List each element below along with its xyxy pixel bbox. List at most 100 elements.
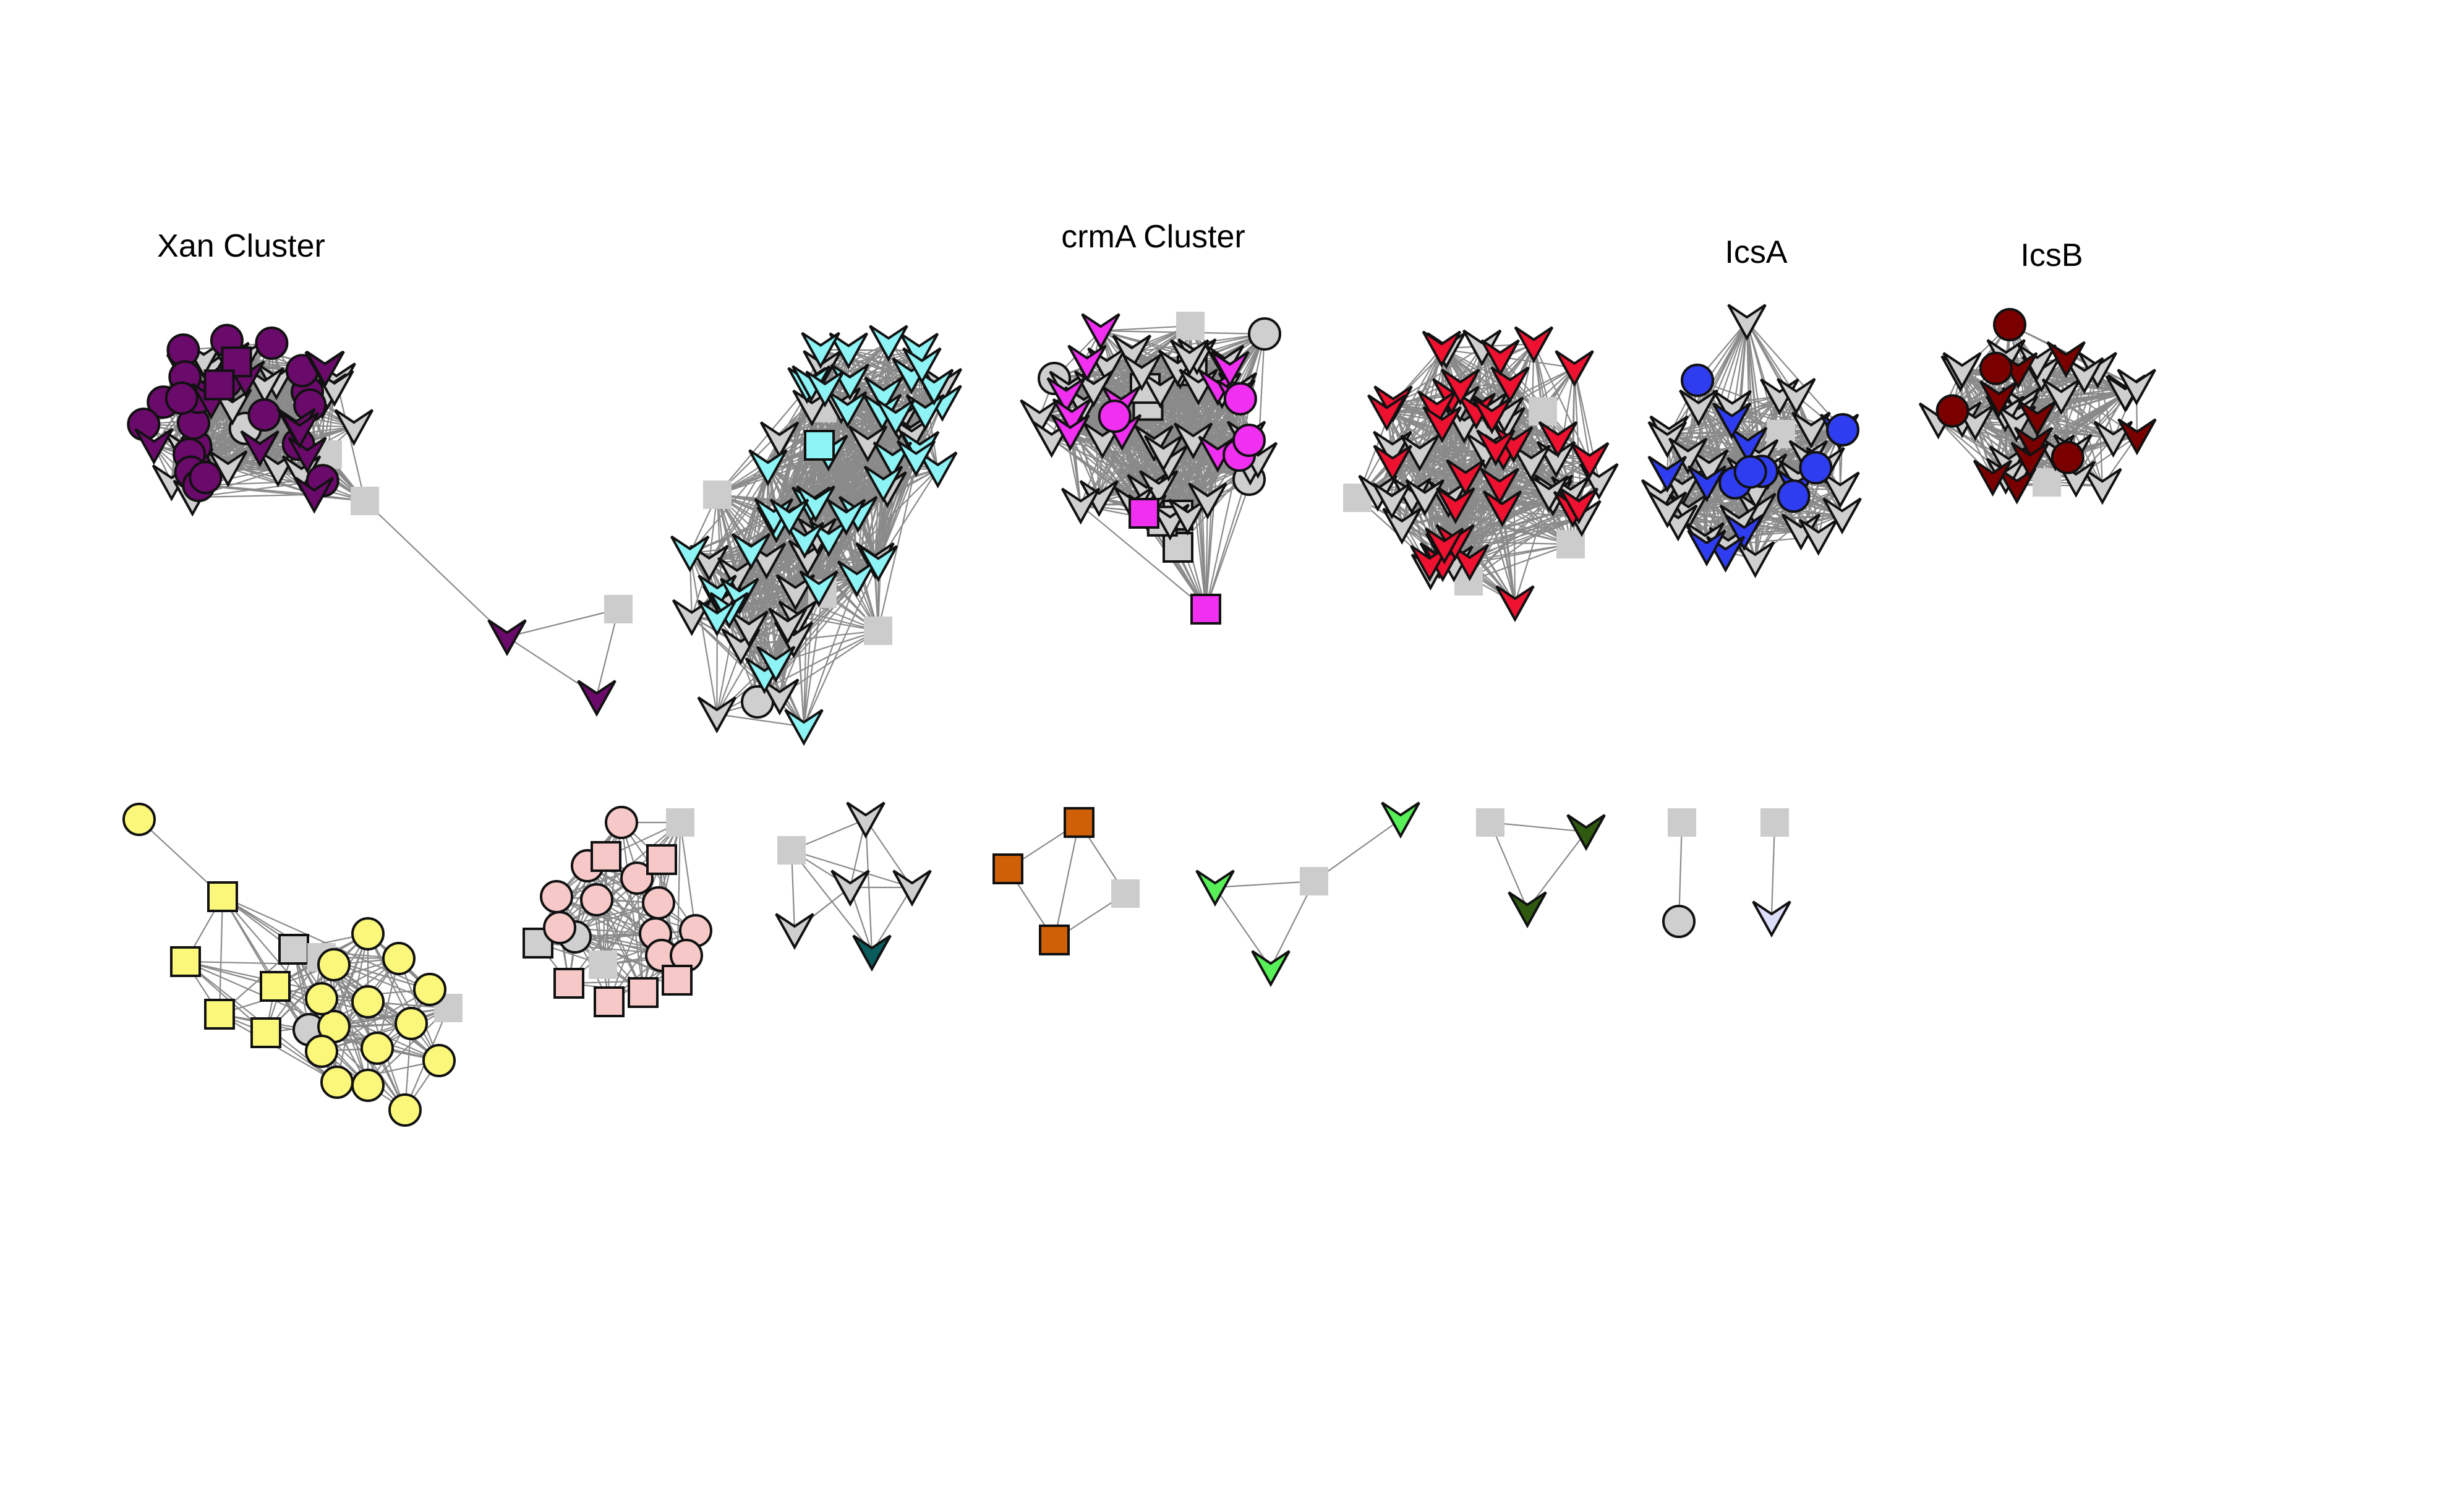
node-xan-tail-square: [604, 595, 633, 623]
node-icsb-circle: [1935, 394, 1969, 428]
node-icsb-square: [2033, 468, 2061, 497]
node-yellow-circle: [122, 803, 156, 836]
node-crma-arrow: [1067, 344, 1107, 382]
node-pink-square: [628, 977, 659, 1008]
node-icsb-arrow: [2017, 344, 2057, 382]
node-red-arrow: [1373, 445, 1412, 482]
edge-icsb: [1960, 372, 2019, 472]
node-yellow-circle: [388, 1093, 422, 1127]
node-icsa-arrow: [1687, 529, 1726, 567]
node-cyan-arrow: [799, 570, 839, 607]
edge-crma: [1080, 505, 1206, 610]
node-xan-circle: [189, 461, 223, 495]
node-pink-square: [646, 844, 677, 875]
node-icsb-arrow: [1973, 459, 2013, 497]
node-pink-square: [594, 986, 625, 1017]
node-crma-arrow: [1052, 398, 1092, 435]
edge-pair-lavender: [1770, 822, 1776, 916]
node-crma-square: [1190, 594, 1221, 625]
node-yellow-circle: [413, 973, 446, 1006]
node-crma-square: [1163, 532, 1193, 563]
cluster-label-icsb: IcsB: [2020, 237, 2083, 273]
node-yellow-circle: [351, 917, 385, 950]
node-red-arrow: [1424, 527, 1464, 565]
node-yellow-circle: [351, 1069, 385, 1102]
node-icsb-arrow: [2010, 442, 2050, 479]
node-red-arrow: [1462, 329, 1502, 367]
edge-icsa: [1778, 396, 1819, 537]
node-icsb-arrow: [2083, 468, 2122, 505]
labels-layer: Xan Cluster crmA Cluster IcsA IcsB: [157, 219, 2083, 273]
node-crma-circle: [1232, 424, 1266, 457]
edge-cyan: [795, 445, 821, 592]
node-orange-square: [1064, 807, 1095, 838]
edge-cyan: [818, 445, 824, 594]
node-teal-square: [777, 836, 806, 865]
node-green-arrow: [1381, 801, 1420, 839]
node-icsb-arrow: [2013, 427, 2054, 464]
node-cyan-arrow: [748, 449, 788, 487]
edge-teal: [871, 887, 913, 953]
node-red-arrow: [1422, 406, 1462, 443]
edge-pink: [596, 899, 696, 932]
edge-icsa: [1746, 321, 1797, 396]
edge-yellow: [275, 985, 440, 1062]
node-green-arrow: [1195, 869, 1235, 907]
node-yellow-square: [250, 1017, 281, 1048]
node-red-arrow: [1446, 459, 1485, 497]
edge-xan-tail: [506, 608, 619, 638]
node-yellow-circle: [361, 1031, 394, 1065]
node-cyan-square: [864, 617, 892, 645]
node-icsa-arrow: [1727, 304, 1767, 341]
node-red-arrow: [1482, 490, 1522, 527]
node-cyan-square: [703, 481, 732, 509]
node-teal-arrow: [830, 869, 870, 907]
edge-red: [1392, 403, 1445, 546]
node-xan-square: [203, 369, 235, 401]
edge-cyan: [691, 616, 804, 727]
node-cyan-arrow: [729, 610, 769, 648]
node-cyan-arrow: [785, 522, 824, 559]
edge-cyan: [803, 535, 818, 727]
node-cyan-arrow: [826, 498, 866, 536]
node-xan-circle: [164, 381, 198, 415]
node-darkgreen-square: [1476, 808, 1504, 837]
edge-cyan: [788, 408, 824, 517]
node-icsb-circle: [1993, 308, 2026, 341]
edge-icsb: [2037, 391, 2127, 419]
edge-icsb: [2018, 391, 2127, 414]
node-icsb-circle: [1979, 351, 2013, 385]
edge-red: [1469, 517, 1582, 563]
node-icsa-arrow: [1735, 541, 1775, 578]
node-red-arrow: [1441, 369, 1480, 406]
edge-cyan: [803, 593, 824, 727]
edge-pink: [556, 896, 644, 993]
node-yellow-square: [207, 881, 238, 912]
node-teal-arrow: [892, 869, 932, 907]
node-icsa-circle: [1733, 455, 1767, 489]
node-icsb-arrow: [2117, 418, 2157, 456]
node-icsb-circle: [2050, 440, 2085, 474]
node-red-arrow: [1490, 366, 1530, 404]
node-xan-square: [351, 487, 379, 515]
edge-xan-tail: [364, 500, 508, 638]
node-cyan-arrow: [672, 599, 712, 636]
node-cyan-arrow: [896, 440, 936, 477]
node-cyan-arrow: [918, 451, 958, 489]
node-cyan-arrow: [801, 331, 840, 369]
node-cyan-arrow: [784, 709, 824, 746]
edge-teal: [864, 819, 873, 953]
node-cyan-arrow: [869, 325, 908, 362]
node-icsa-arrow: [1712, 402, 1752, 440]
edge-red: [1573, 367, 1590, 460]
node-red-arrow: [1405, 479, 1445, 516]
node-teal-arrow: [775, 913, 814, 950]
node-xan-square: [221, 346, 252, 378]
node-orange-square: [992, 853, 1023, 884]
edge-yellow: [218, 896, 224, 1015]
edge-darkgreen: [1527, 831, 1587, 910]
edge-darkgreen: [1489, 822, 1529, 910]
node-xan-arrow: [208, 450, 248, 487]
edge-icsa: [1666, 443, 1749, 474]
node-icsa-arrow: [1822, 497, 1862, 535]
